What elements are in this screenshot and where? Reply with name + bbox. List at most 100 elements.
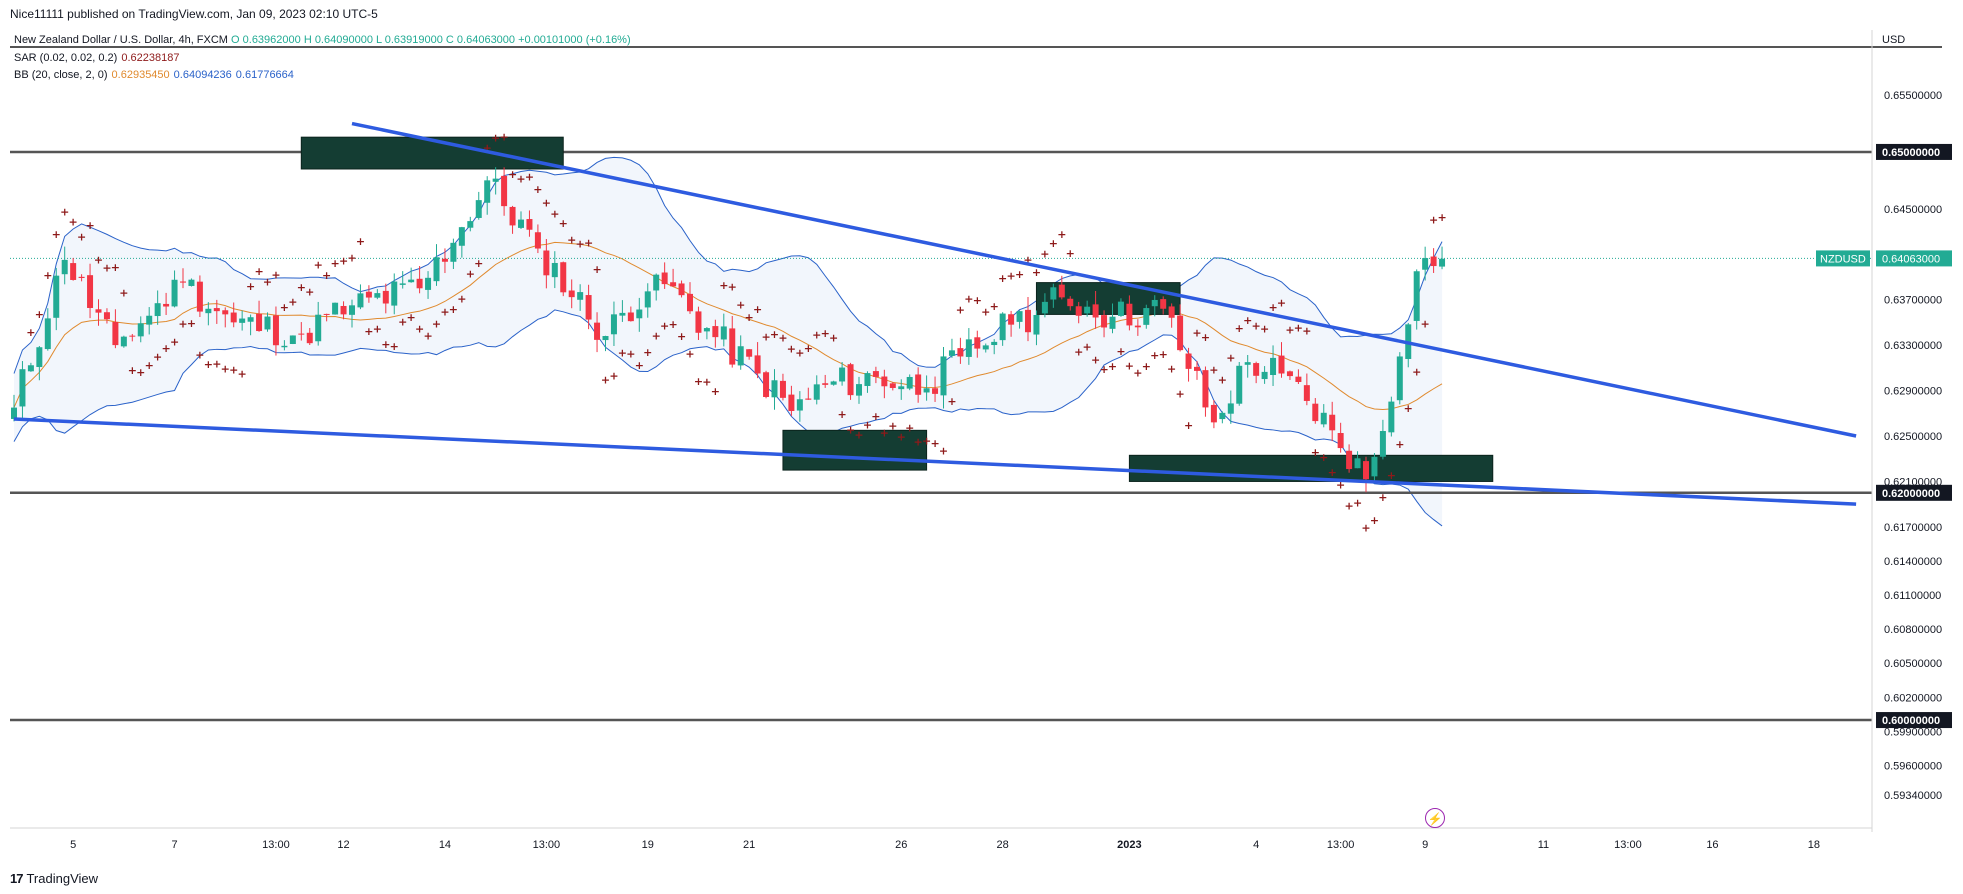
candles-layer — [11, 167, 1446, 493]
sar-dot: + — [153, 351, 162, 364]
candle-body — [1134, 325, 1141, 328]
level-tag-label: 0.65000000 — [1882, 147, 1940, 159]
sar-dot: + — [1437, 211, 1446, 224]
time-axis-label: 21 — [743, 839, 755, 851]
sar-dot: + — [1108, 360, 1117, 373]
sar-dot: + — [643, 346, 652, 359]
sar-dot: + — [1057, 228, 1066, 241]
candle-body — [1388, 401, 1395, 433]
sar-dot: + — [330, 257, 339, 270]
candle-body — [1227, 403, 1234, 414]
legend-bb-label: BB (20, close, 2, 0) — [14, 69, 108, 81]
candle-body — [433, 257, 440, 282]
candle-body — [1041, 301, 1048, 314]
candle-body — [1143, 308, 1150, 325]
legend-bb[interactable]: BB (20, close, 2, 0) 0.62935450 0.64094236… — [14, 69, 294, 81]
sar-dot: + — [1083, 340, 1092, 353]
candle-body — [1202, 370, 1209, 408]
sar-dot: + — [1091, 354, 1100, 367]
candle-body — [247, 317, 254, 322]
sar-dot: + — [576, 237, 585, 250]
sar-dot: + — [1260, 323, 1269, 336]
sar-dot: + — [846, 423, 855, 436]
candle-body — [1379, 431, 1386, 457]
time-axis-label: 13:00 — [262, 839, 290, 851]
time-axis-label: 7 — [171, 839, 177, 851]
candle-body — [1126, 303, 1133, 326]
candle-body — [501, 175, 508, 207]
candle-body — [196, 281, 203, 312]
trendline-1[interactable] — [13, 417, 1857, 506]
sar-dot: + — [1243, 314, 1252, 327]
candle-body — [1261, 371, 1268, 380]
zone-box-0[interactable] — [300, 136, 564, 170]
candle-body — [543, 250, 550, 276]
candle-body — [340, 305, 347, 315]
candle-body — [1016, 311, 1023, 322]
legend-symbol[interactable]: New Zealand Dollar / U.S. Dollar, 4h, FX… — [14, 34, 631, 46]
price-axis-label: 0.65500000 — [1884, 90, 1942, 102]
candle-body — [1050, 287, 1057, 300]
sar-dot: + — [381, 338, 390, 351]
candle-body — [813, 384, 820, 400]
sar-dot: + — [1201, 331, 1210, 344]
footer-brand-text: TradingView — [26, 871, 99, 886]
legend-sar-label: SAR (0.02, 0.02, 0.2) — [14, 52, 118, 64]
candle-body — [1363, 461, 1369, 480]
candle-body — [856, 384, 862, 396]
sar-dot: + — [1209, 363, 1218, 376]
candle-body — [737, 346, 744, 366]
currency-label[interactable]: USD — [1882, 34, 1906, 46]
candle-body — [670, 282, 677, 287]
legend-sar[interactable]: SAR (0.02, 0.02, 0.2) 0.62238187 — [14, 52, 179, 64]
sar-dot: + — [1311, 446, 1320, 459]
candle-body — [940, 356, 947, 396]
sar-dot: + — [145, 359, 154, 372]
candle-body — [1092, 304, 1099, 318]
sar-dot: + — [1150, 349, 1159, 362]
candle-body — [1008, 314, 1015, 325]
candle-body — [19, 369, 26, 407]
candle-body — [779, 380, 786, 398]
sar-dot: + — [35, 308, 44, 321]
lightning-icon[interactable]: ⚡ — [1425, 808, 1445, 828]
bb-fill — [14, 157, 1443, 526]
zone-box-2[interactable] — [1035, 282, 1181, 315]
sar-dot: + — [542, 197, 551, 210]
candle-body — [146, 315, 153, 325]
candle-body — [298, 333, 305, 335]
candle-body — [1194, 366, 1200, 371]
sar-dot: + — [660, 319, 669, 332]
bb-basis-line — [13, 241, 1443, 410]
candle-body — [306, 332, 313, 344]
sar-dot: + — [1344, 500, 1353, 513]
sar-dot: + — [973, 294, 982, 307]
time-axis-label: 4 — [1253, 839, 1259, 851]
footer-brand[interactable]: 17 TradingView — [10, 871, 98, 886]
sar-dot: + — [1235, 322, 1244, 335]
sar-dot: + — [787, 342, 796, 355]
sar-dot: + — [1142, 360, 1151, 373]
sar-dot: + — [736, 299, 745, 312]
symbol-tag-label: NZDUSD — [1820, 253, 1866, 265]
sar-dot: + — [1429, 214, 1438, 227]
trendline-0[interactable] — [351, 121, 1857, 438]
sar-dot: + — [288, 295, 297, 308]
candle-body — [1295, 376, 1302, 382]
zone-box-1[interactable] — [782, 429, 928, 471]
sar-dot: + — [449, 303, 458, 316]
price-axis-label: 0.61400000 — [1884, 556, 1942, 568]
sar-dot: + — [956, 303, 965, 316]
sar-dot: + — [364, 325, 373, 338]
sar-dot: + — [728, 280, 737, 293]
sar-dot: + — [930, 437, 939, 450]
sar-dot: + — [829, 332, 838, 345]
price-axis-label: 0.60800000 — [1884, 624, 1942, 636]
zone-box-3[interactable] — [1128, 454, 1494, 482]
sar-dot: + — [1378, 491, 1387, 504]
sar-dot: + — [719, 279, 728, 292]
candle-body — [1413, 271, 1420, 321]
candle-body — [289, 335, 296, 344]
sar-dot: + — [297, 281, 306, 294]
